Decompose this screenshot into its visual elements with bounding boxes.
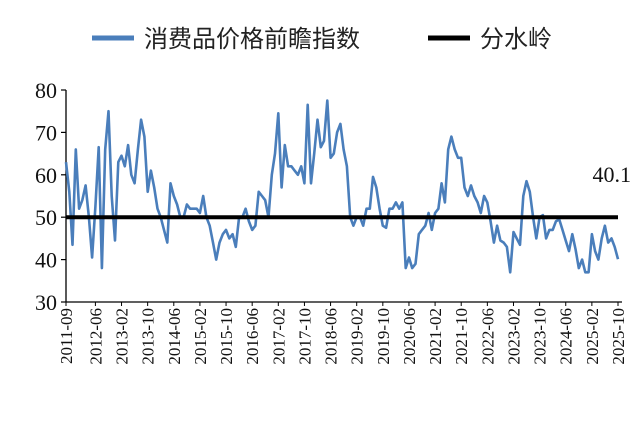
x-tick-label: 2016-06 xyxy=(243,308,262,365)
legend-label-threshold: 分水岭 xyxy=(480,25,552,53)
last-value-annotation: 40.1 xyxy=(593,162,632,187)
x-tick-label: 2023-02 xyxy=(504,308,523,365)
y-tick-labels: 30 40 50 60 70 80 xyxy=(35,78,57,315)
axes xyxy=(61,89,622,306)
legend: 消费品价格前瞻指数 分水岭 xyxy=(92,25,552,53)
x-tick-label: 2015-10 xyxy=(217,308,236,365)
x-tick-label: 2013-02 xyxy=(113,308,132,365)
x-tick-label: 2025-02 xyxy=(583,308,602,365)
x-tick-label: 2018-06 xyxy=(322,308,341,365)
y-tick-label: 30 xyxy=(35,290,57,315)
x-tick-label: 2024-06 xyxy=(557,308,576,365)
series-line-cpi xyxy=(64,99,620,274)
x-tick-label: 2013-10 xyxy=(139,308,158,365)
x-tick-labels: 2011-09 2012-06 2013-02 2013-10 2014-06 2015-… xyxy=(57,308,628,365)
x-tick-label: 2017-10 xyxy=(295,308,314,365)
x-tick-label: 2021-02 xyxy=(426,308,445,365)
x-tick-label: 2017-02 xyxy=(269,308,288,365)
x-tick-label: 2025-10 xyxy=(609,308,628,365)
y-tick-label: 70 xyxy=(35,120,57,145)
x-tick-label: 2014-06 xyxy=(165,308,184,365)
x-tick-label: 2019-02 xyxy=(348,308,367,365)
x-tick-label: 2020-06 xyxy=(400,308,419,365)
x-tick-label: 2019-10 xyxy=(374,308,393,365)
series-lines xyxy=(64,99,620,274)
x-tick-label: 2023-10 xyxy=(531,308,550,365)
x-tick-label: 2021-10 xyxy=(452,308,471,365)
x-tick-label: 2011-09 xyxy=(57,308,76,364)
legend-label-cpi: 消费品价格前瞻指数 xyxy=(144,25,360,53)
y-tick-label: 50 xyxy=(35,205,57,230)
y-tick-label: 60 xyxy=(35,163,57,188)
x-tick-label: 2022-06 xyxy=(478,308,497,365)
x-tick-label: 2012-06 xyxy=(86,308,105,365)
y-tick-label: 80 xyxy=(35,78,57,103)
annotations: 40.1 xyxy=(593,162,632,187)
y-tick-label: 40 xyxy=(35,248,57,273)
x-tick-label: 2015-02 xyxy=(191,308,210,365)
